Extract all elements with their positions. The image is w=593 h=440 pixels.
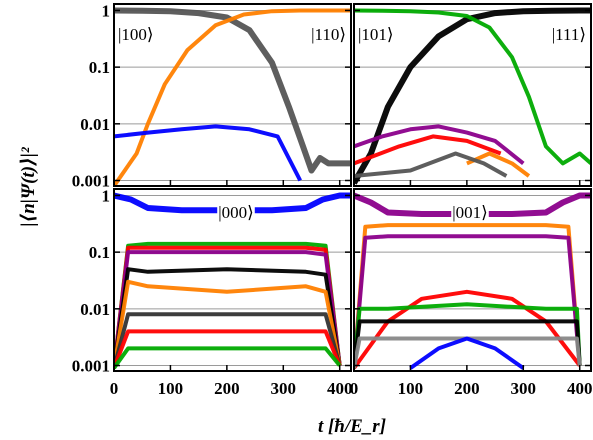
series-bottom-left-6 (114, 312, 342, 369)
series-bottom-right-1 (354, 223, 582, 369)
state-label: |110⟩ (311, 25, 346, 44)
panel-bottom-left (114, 192, 351, 370)
series-top-right-4 (466, 151, 531, 178)
x-axis-label: t [ħ/E_r] (318, 416, 386, 437)
xtick-label-200: 200 (454, 379, 480, 398)
state-label-bg (310, 25, 347, 44)
state-label-bg (117, 25, 155, 44)
series-top-left-2 (114, 124, 302, 182)
series-top-right-2 (354, 124, 525, 165)
state-label: |111⟩ (552, 25, 586, 44)
state-label: |101⟩ (358, 25, 394, 44)
series-bottom-left-8 (114, 346, 342, 370)
xtick-label-400: 400 (567, 379, 593, 398)
xtick-label-200: 200 (214, 379, 240, 398)
series-top-right-0 (354, 7, 591, 185)
state-label-bg (217, 203, 255, 222)
series-bottom-left-4 (114, 267, 342, 369)
panel-top-right (354, 7, 591, 185)
series-top-left-0 (114, 7, 351, 174)
series-bottom-left-5 (114, 279, 342, 369)
series-top-right-3 (354, 134, 502, 166)
frame-top-left (113, 3, 352, 187)
ytick-label-0.001: 0.001 (72, 357, 110, 376)
ytick-label-0.1: 0.1 (89, 243, 110, 262)
xtick-label-0: 0 (110, 379, 119, 398)
xtick-label-300: 300 (271, 379, 297, 398)
frame-top-right (353, 3, 592, 187)
series-top-left-1 (114, 8, 351, 186)
series-bottom-right-0 (354, 192, 591, 217)
panel-top-left (114, 7, 351, 186)
ytick-label-0.1: 0.1 (89, 58, 110, 77)
frame-bottom-left (113, 188, 352, 372)
series-bottom-left-2 (114, 245, 342, 369)
ytick-label-0.001: 0.001 (72, 172, 110, 191)
xtick-label-100: 100 (158, 379, 184, 398)
series-bottom-right-7 (409, 336, 525, 370)
ytick-label-1: 1 (102, 1, 111, 20)
y-axis-label: |⟨n|Ψ(t)⟩|² (18, 146, 39, 227)
ytick-label-1: 1 (102, 186, 111, 205)
frame-bottom-right (353, 188, 592, 372)
series-top-right-5 (354, 151, 508, 178)
state-label: |001⟩ (452, 203, 488, 222)
state-label: |100⟩ (118, 25, 154, 44)
panel-bottom-right (354, 192, 591, 370)
series-bottom-right-5 (354, 319, 582, 369)
series-bottom-left-3 (114, 250, 342, 369)
state-label-bg (451, 203, 489, 222)
xtick-label-400: 400 (327, 379, 353, 398)
ytick-label-0.01: 0.01 (80, 300, 110, 319)
state-label: |000⟩ (218, 203, 254, 222)
xtick-label-0: 0 (350, 379, 359, 398)
ytick-label-0.01: 0.01 (80, 115, 110, 134)
series-top-right-1 (354, 8, 591, 166)
state-label-bg (550, 25, 587, 44)
series-bottom-right-4 (354, 302, 582, 369)
series-bottom-right-2 (354, 234, 582, 369)
xtick-label-300: 300 (511, 379, 537, 398)
series-bottom-right-6 (354, 336, 582, 369)
series-bottom-left-7 (114, 329, 342, 369)
state-label-bg (357, 25, 395, 44)
xtick-label-100: 100 (398, 379, 424, 398)
